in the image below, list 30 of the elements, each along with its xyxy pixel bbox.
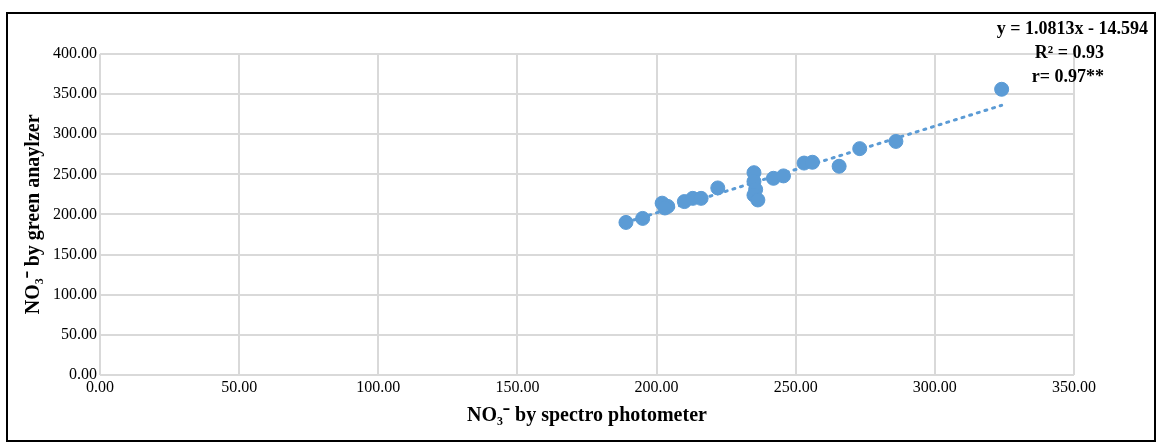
- y-tick-label: 150.00: [53, 244, 97, 262]
- annotation: R² = 0.93: [1034, 41, 1104, 62]
- point: [635, 210, 651, 226]
- point: [831, 158, 847, 174]
- x-tick-label: 50.00: [221, 377, 258, 395]
- point: [750, 192, 766, 208]
- x-tick-label: 150.00: [495, 377, 540, 395]
- x-tick-label: 200.00: [634, 377, 679, 395]
- point: [888, 133, 904, 149]
- point: [994, 81, 1010, 97]
- point: [618, 214, 634, 230]
- x-tick-label: 250.00: [773, 377, 818, 395]
- y-tick-label: 100.00: [53, 284, 97, 302]
- y-tick-label: 250.00: [53, 164, 97, 182]
- y-tick-label: 350.00: [53, 84, 97, 102]
- annotation: r= 0.97**: [1031, 65, 1104, 86]
- x-tick-label: 300.00: [912, 377, 957, 395]
- y-tick-label: 300.00: [53, 124, 97, 142]
- x-tick-label: 350.00: [1052, 377, 1096, 395]
- y-axis-title: NO₃⁻ by green anaylzer: [21, 114, 45, 315]
- x-axis-title: NO₃⁻ by spectro photometer: [467, 403, 708, 427]
- point: [775, 168, 791, 184]
- point: [852, 141, 868, 157]
- text: y = 1.0813x - 14.594: [996, 17, 1148, 38]
- y-tick-label: 50.00: [61, 324, 97, 342]
- point: [710, 180, 726, 196]
- y-tick-label: 400.00: [53, 44, 97, 62]
- y-tick-label: 200.00: [53, 204, 97, 222]
- y-tick-label: 0.00: [69, 365, 97, 382]
- x-tick-label: 100.00: [356, 377, 401, 395]
